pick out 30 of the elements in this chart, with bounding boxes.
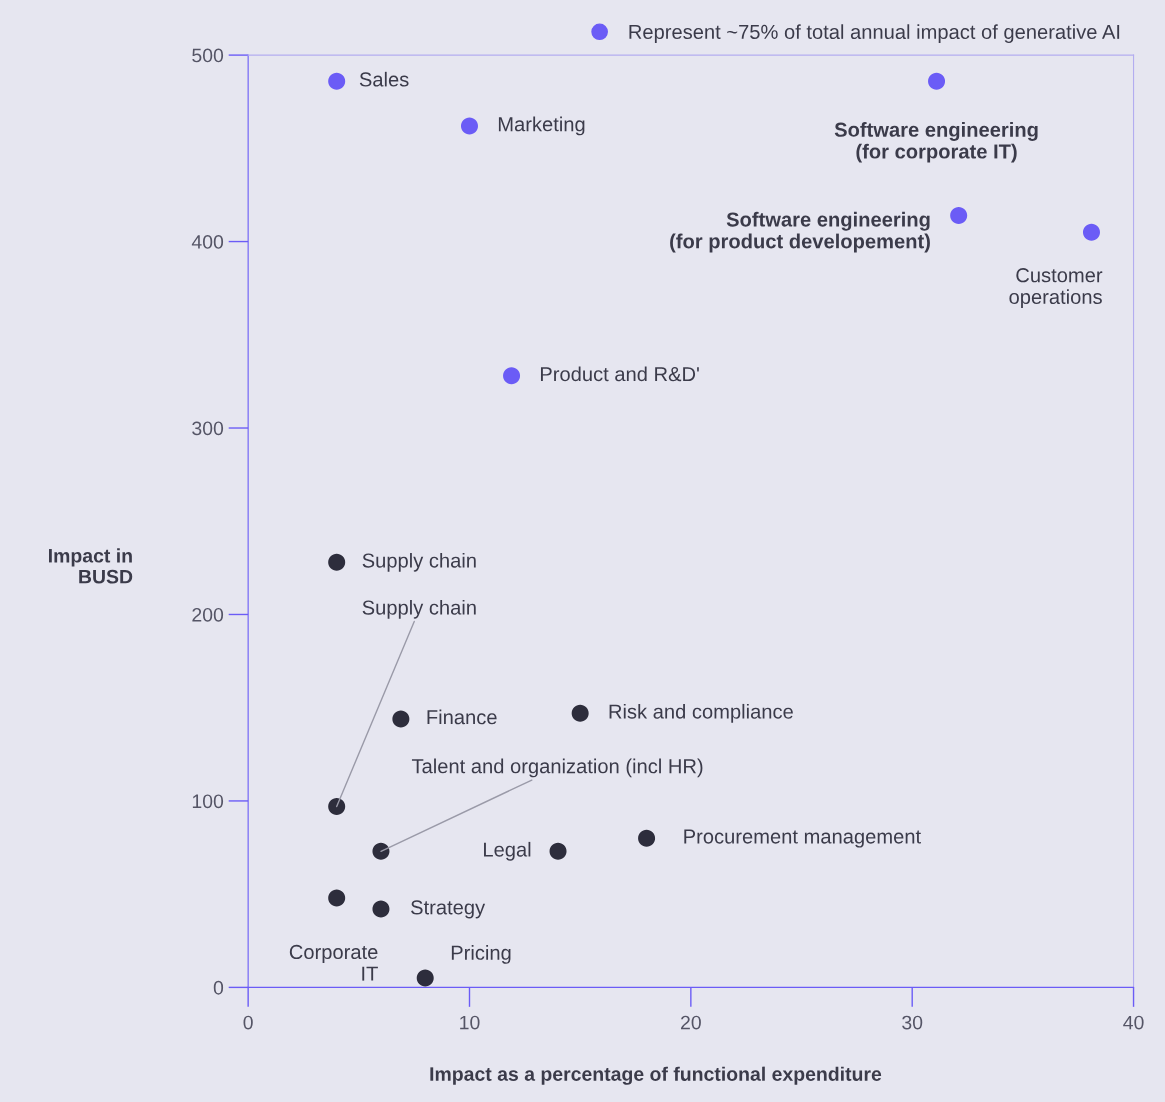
x-axis-title: Impact as a percentage of functional expenditure	[430, 1066, 882, 1085]
y-axis-title: Impact in BUSD	[48, 548, 133, 584]
annotation: Finance	[427, 709, 497, 725]
annotation: Legal	[484, 841, 531, 861]
x-tick-label: 10	[460, 1015, 480, 1030]
annotation: Software engineering (for corporate IT)	[834, 122, 1038, 163]
annotation: Corporate IT	[289, 944, 378, 981]
annotation: Software engineering (for product developement)	[670, 211, 930, 253]
annotation: Talent and organization (incl HR)	[411, 758, 703, 778]
annotation: Supply chain	[362, 552, 476, 572]
annotation: Supply chain	[362, 599, 476, 619]
x-tick-label: 20	[681, 1015, 701, 1030]
annotation: Product and R&D'	[540, 366, 699, 382]
x-tick-label: 30	[902, 1015, 923, 1030]
y-tick-label: 500	[192, 48, 224, 63]
x-tick-label: 40	[1123, 1015, 1144, 1030]
y-tick-label: 0	[213, 980, 224, 995]
annotation: Risk and compliance	[609, 703, 793, 723]
x-tick-label: 0	[243, 1015, 253, 1030]
annotation: Procurement management	[684, 829, 921, 848]
annotation: Marketing	[498, 116, 585, 136]
y-tick-label: 300	[192, 421, 224, 436]
y-tick-label: 400	[191, 235, 224, 249]
y-tick-label: 200	[192, 607, 224, 622]
annotation: Customer operations	[1009, 268, 1103, 309]
legend-label: Represent ~75% of total annual impact of generative AI	[629, 24, 1120, 44]
annotation: Sales	[359, 71, 409, 87]
annotation: Strategy	[411, 900, 486, 919]
y-tick-label: 100	[192, 794, 224, 809]
annotation: Pricing	[451, 945, 511, 964]
